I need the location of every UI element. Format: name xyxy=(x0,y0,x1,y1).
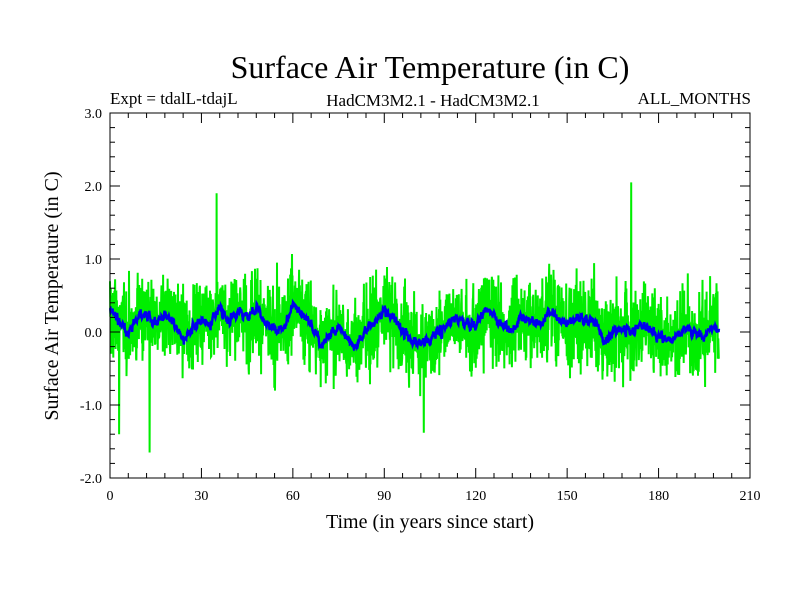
x-tick-label: 180 xyxy=(648,489,669,504)
smoothed-series-line xyxy=(109,298,721,352)
x-tick-label: 120 xyxy=(465,489,486,504)
plot-frame xyxy=(109,112,751,479)
experiment-label: Expt = tdalL-tdajL xyxy=(110,89,238,108)
x-tick-label: 150 xyxy=(557,489,578,504)
y-tick-label: 1.0 xyxy=(85,253,103,268)
x-tick-label: 30 xyxy=(194,489,208,504)
x-tick-label: 60 xyxy=(286,489,300,504)
plot-area xyxy=(109,182,721,453)
y-tick-label: 0.0 xyxy=(85,326,103,341)
y-tick-label: 2.0 xyxy=(85,180,103,195)
model-label: HadCM3M2.1 - HadCM3M2.1 xyxy=(326,91,539,110)
axis-ticks: 0 30 60 90 120 150 180 210 -2.0 -1.0 0.0 1.0 2.0 3.0 xyxy=(80,107,761,504)
months-label: ALL_MONTHS xyxy=(638,89,751,108)
x-tick-label: 0 xyxy=(107,489,114,504)
x-tick-label: 210 xyxy=(740,489,761,504)
y-axis-label: Surface Air Temperature (in C) xyxy=(41,171,63,420)
y-tick-label: -1.0 xyxy=(80,399,102,414)
x-tick-label: 90 xyxy=(377,489,391,504)
y-tick-label: 3.0 xyxy=(85,107,103,122)
y-tick-label: -2.0 xyxy=(80,472,102,487)
x-axis-label: Time (in years since start) xyxy=(326,511,534,533)
chart-title: Surface Air Temperature (in C) xyxy=(231,49,630,85)
